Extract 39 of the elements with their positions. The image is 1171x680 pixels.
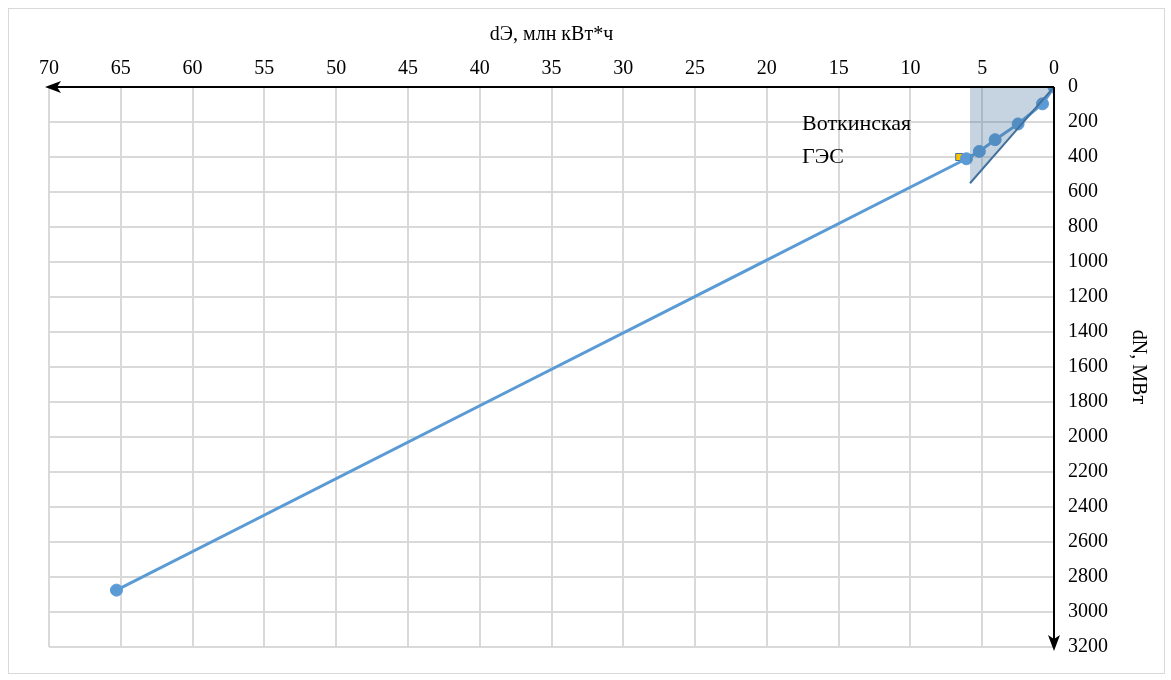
y-tick-label: 1600 (1068, 354, 1108, 377)
point (959, 152, 973, 166)
y-tick-label: 3200 (1068, 634, 1108, 657)
annotation: Воткинская ГЭС (802, 109, 912, 168)
x-tick-label: 30 (613, 56, 634, 79)
y-tick-label: 2200 (1068, 459, 1108, 482)
y-tick-label: 1800 (1068, 389, 1108, 412)
y-tick-label: 2800 (1068, 564, 1108, 587)
y-tick-label: 800 (1068, 214, 1098, 237)
y-tick-label: 2400 (1068, 494, 1108, 517)
x-tick-label: 15 (828, 56, 849, 79)
x-tick-label: 70 (39, 56, 59, 79)
y-tick-label: 2000 (1068, 424, 1108, 447)
y-tick-label: 0 (1068, 74, 1078, 97)
y-tick-label: 1000 (1068, 249, 1108, 272)
x-tick-label: 45 (397, 56, 418, 79)
x-tick-label: 0 (1049, 56, 1059, 79)
x-tick-label: 20 (756, 56, 777, 79)
y-tick-label: 200 (1068, 109, 1098, 132)
point (988, 133, 1002, 147)
x-tick-label: 10 (900, 56, 921, 79)
y-tick-label: 2600 (1068, 529, 1108, 552)
x-tick-label: 25 (685, 56, 706, 79)
point (972, 144, 986, 158)
x-tick-label: 35 (541, 56, 562, 79)
x-tick-label: 65 (110, 56, 131, 79)
x-tick-label: 60 (182, 56, 203, 79)
x-tick-label: 50 (326, 56, 347, 79)
y-tick-label: 1200 (1068, 284, 1108, 307)
x-tick-label: 55 (254, 56, 275, 79)
y-tick-label: 3000 (1068, 599, 1108, 622)
x-tick-label: 5 (977, 56, 988, 79)
y-tick-label: 400 (1068, 144, 1098, 167)
y-tick-label: 1400 (1068, 319, 1108, 342)
point (109, 583, 123, 597)
x-axis-title: dЭ, млн кВт*ч (489, 22, 614, 45)
y-axis-title: dN, МВт (1128, 329, 1151, 405)
y-tick-label: 600 (1068, 179, 1098, 202)
x-tick-label: 40 (469, 56, 490, 79)
